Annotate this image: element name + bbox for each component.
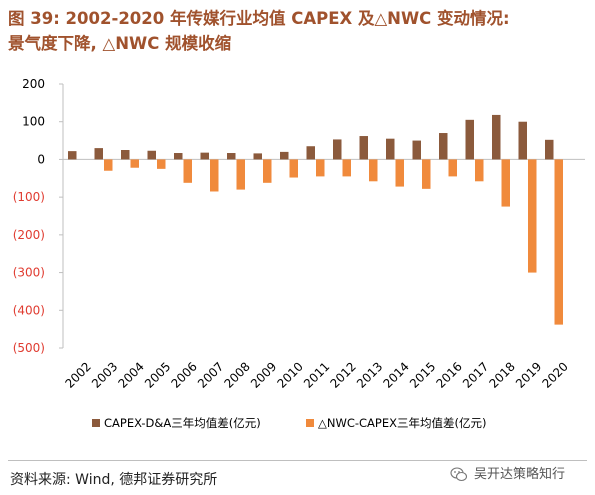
nwc-bar — [236, 159, 245, 190]
legend-label-nwc: △NWC-CAPEX三年均值差(亿元) — [318, 416, 486, 430]
x-tick-label: 2016 — [433, 359, 464, 390]
capex-bar — [518, 121, 527, 160]
nwc-bar — [157, 159, 166, 169]
capex-bar — [68, 151, 77, 160]
x-tick-label: 2019 — [513, 359, 544, 390]
capex-bar — [147, 150, 156, 160]
y-tick-label: 100 — [22, 115, 45, 129]
y-tick-label: (500) — [13, 341, 45, 355]
nwc-bar — [263, 159, 272, 183]
x-tick-label: 2007 — [195, 359, 226, 390]
capex-bar — [200, 152, 209, 160]
capex-bar — [465, 119, 474, 160]
y-tick-label: (200) — [13, 228, 45, 242]
y-tick-label: (400) — [13, 303, 45, 317]
capex-bar — [439, 133, 448, 160]
nwc-bar — [342, 159, 351, 177]
capex-bar — [121, 150, 130, 160]
capex-bar — [227, 153, 236, 160]
nwc-bar — [289, 159, 298, 178]
x-tick-label: 2002 — [62, 359, 93, 390]
nwc-bar — [183, 159, 192, 183]
capex-bar — [253, 153, 262, 160]
capex-bar — [306, 146, 315, 160]
nwc-bar — [395, 159, 404, 187]
x-tick-label: 2012 — [327, 359, 358, 390]
x-tick-label: 2020 — [539, 359, 570, 390]
nwc-bar — [554, 159, 563, 325]
x-tick-label: 2009 — [248, 359, 279, 390]
nwc-bar — [210, 159, 219, 192]
legend-swatch-nwc — [306, 419, 314, 427]
capex-bar — [333, 139, 342, 160]
watermark: 吴开达策略知行 — [450, 463, 565, 482]
chart-title-line2: 景气度下降, △NWC 规模收缩 — [8, 34, 232, 53]
capex-bar — [545, 139, 554, 160]
capex-bar — [412, 140, 421, 160]
nwc-bar — [475, 159, 484, 182]
x-tick-label: 2005 — [142, 359, 173, 390]
x-tick-label: 2008 — [221, 359, 252, 390]
nwc-bar — [422, 159, 431, 189]
capex-bar — [386, 138, 395, 160]
capex-bar — [492, 114, 501, 160]
nwc-bar — [448, 159, 457, 177]
x-tick-label: 2014 — [380, 359, 411, 390]
bar-chart: 200 100 0 (100) (200) (300) (400) (500) 20022003… — [13, 77, 585, 430]
y-tick-label: (100) — [13, 190, 45, 204]
x-tick-label: 2003 — [89, 359, 120, 390]
nwc-bar — [104, 159, 113, 171]
capex-bar — [280, 151, 289, 160]
chart-title-line1: 图 39: 2002-2020 年传媒行业均值 CAPEX 及△NWC 变动情况… — [8, 9, 510, 28]
x-tick-label: 2015 — [407, 359, 438, 390]
x-tick-label: 2004 — [115, 359, 146, 390]
y-tick-label: 200 — [22, 77, 45, 91]
legend-label-capex: CAPEX-D&A三年均值差(亿元) — [104, 416, 261, 430]
x-tick-label: 2011 — [301, 359, 332, 390]
source-note: 资料来源: Wind, 德邦证券研究所 — [10, 472, 218, 488]
capex-bar — [359, 136, 368, 160]
capex-bar — [174, 153, 183, 160]
wechat-icon — [450, 467, 468, 482]
y-tick-label: 0 — [37, 152, 45, 166]
nwc-bar — [501, 159, 510, 207]
chart-title: 图 39: 2002-2020 年传媒行业均值 CAPEX 及△NWC 变动情况… — [8, 6, 593, 56]
watermark-text: 吴开达策略知行 — [474, 467, 566, 482]
x-tick-label: 2010 — [274, 359, 305, 390]
x-tick-label: 2006 — [168, 359, 199, 390]
capex-bar — [94, 148, 103, 160]
x-tick-label: 2017 — [460, 359, 491, 390]
nwc-bar — [528, 159, 537, 273]
x-tick-label: 2018 — [486, 359, 517, 390]
footer-divider — [8, 460, 587, 461]
x-tick-label: 2013 — [354, 359, 385, 390]
legend-swatch-capex — [92, 419, 100, 427]
y-tick-label: (300) — [13, 266, 45, 280]
nwc-bar — [130, 159, 139, 168]
nwc-bar — [369, 159, 378, 182]
nwc-bar — [316, 159, 325, 177]
